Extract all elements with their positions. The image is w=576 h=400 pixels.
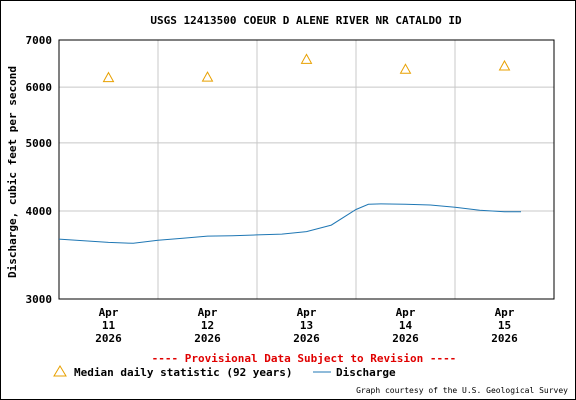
y-tick-label: 6000 [26, 81, 53, 94]
chart-title: USGS 12413500 COEUR D ALENE RIVER NR CAT… [150, 14, 462, 27]
discharge-series-line [58, 203, 521, 244]
median-point-marker [300, 53, 313, 64]
median-point-marker [399, 63, 412, 74]
grid-lines [59, 39, 554, 300]
x-tick-label: Apr 15 2026 [491, 306, 518, 345]
x-tick-label: Apr 12 2026 [194, 306, 221, 345]
plot-area [58, 39, 555, 300]
y-tick-label: 7000 [26, 34, 53, 47]
legend-median-label: Median daily statistic (92 years) [74, 366, 293, 379]
median-series-markers [102, 53, 511, 83]
graph-courtesy-note: Graph courtesy of the U.S. Geological Su… [356, 386, 568, 395]
median-point-marker [498, 59, 511, 71]
y-axis-label: Discharge, cubic feet per second [6, 66, 19, 278]
y-tick-label: 4000 [26, 205, 53, 218]
x-axis-ticks: Apr 11 2026 Apr 12 2026 Apr 13 2026 Apr 14 2026 Apr 1… [95, 306, 518, 345]
legend: Median daily statistic (92 years) Discha… [53, 365, 396, 379]
y-tick-label: 5000 [26, 137, 53, 150]
legend-discharge-label: Discharge [336, 366, 396, 379]
y-tick-label: 3000 [26, 293, 53, 306]
legend-median-triangle-icon [53, 365, 67, 377]
provisional-note: ---- Provisional Data Subject to Revisio… [152, 352, 457, 365]
median-point-marker [201, 71, 214, 82]
x-tick-label: Apr 13 2026 [293, 306, 320, 345]
x-tick-label: Apr 14 2026 [392, 306, 419, 345]
median-point-marker [102, 71, 115, 83]
y-axis-ticks: 3000 4000 5000 6000 7000 [26, 34, 53, 306]
x-tick-label: Apr 11 2026 [95, 306, 122, 345]
